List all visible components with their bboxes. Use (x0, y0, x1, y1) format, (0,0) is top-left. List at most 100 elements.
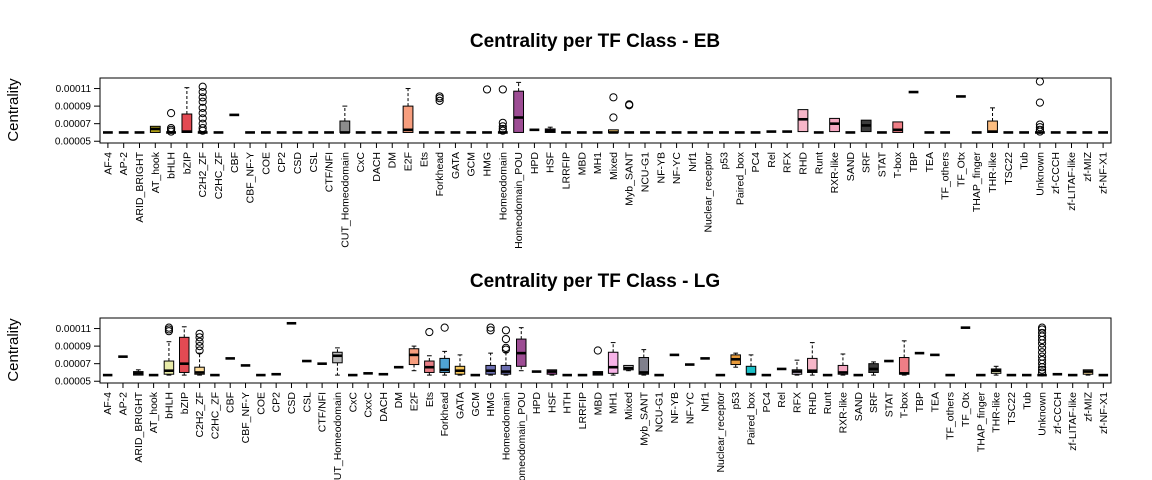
x-tick-label: THR-like (991, 392, 1003, 433)
box-cut-homeodomain (332, 347, 343, 376)
box-bzip (179, 326, 190, 376)
outlier-point (498, 85, 507, 94)
x-tick-label: STAT (883, 391, 895, 417)
box-bzip (181, 87, 193, 133)
outlier-point (609, 93, 618, 102)
x-tick-label: zf-LITAF-like (1067, 392, 1079, 451)
outlier-point (1037, 328, 1047, 338)
x-tick-label: RFX (782, 152, 794, 173)
x-tick-label: CBF_NF-Y (240, 392, 252, 443)
x-tick-label: RXR-like (829, 152, 841, 194)
x-tick-label: CUT_Homeodomain (332, 392, 344, 480)
x-tick-label: RHD (797, 152, 809, 175)
box-gata (454, 354, 466, 376)
x-tick-label: Forkhead (439, 392, 451, 437)
outlier-point (195, 333, 204, 342)
x-tick-label: CTF/NFI (317, 392, 329, 432)
x-tick-label: NF-YC (671, 152, 683, 184)
outlier-point (501, 334, 511, 344)
x-tick-label: STAT (876, 151, 888, 177)
x-tick-label: T-box (892, 151, 904, 178)
x-tick-label: GATA (450, 152, 462, 179)
box-bhlh (166, 109, 176, 136)
y-axis-label: Centrality (5, 78, 22, 142)
box-body (638, 357, 650, 375)
x-tick-label: E2F (409, 392, 421, 411)
outlier-point (440, 323, 449, 332)
x-tick-label: TEA (929, 392, 941, 412)
box-hsf (546, 369, 558, 376)
outlier-point (498, 118, 507, 127)
x-tick-label: zf-MIZ (1082, 151, 1094, 181)
x-tick-label: SAND (845, 152, 857, 182)
box-unknown (1035, 77, 1045, 136)
x-tick-label: DM (387, 152, 399, 168)
x-tick-label: TSC22 (1003, 152, 1015, 185)
box-thr-like (990, 365, 1002, 376)
x-tick-label: bZIP (181, 152, 193, 174)
x-tick-label: Forkhead (434, 152, 446, 197)
outlier-point (609, 113, 618, 122)
x-tick-label: HSF (546, 392, 558, 413)
box-body (402, 105, 414, 133)
box-body (829, 117, 840, 133)
x-tick-label: Unknown (1034, 152, 1046, 196)
x-tick-label: COE (255, 392, 267, 415)
x-tick-label: CP2 (271, 392, 283, 413)
box-mixed (623, 364, 634, 372)
x-tick-label: TF_Otx (960, 391, 972, 427)
box-homeodomain (497, 85, 508, 135)
box-c2h2-zf (194, 329, 205, 376)
y-tick-label: 0.00007 (55, 359, 92, 370)
x-tick-label: Nrf1 (687, 152, 699, 172)
x-tick-label: Homeodomain_POU (516, 392, 528, 480)
plot-frame (99, 317, 1112, 384)
box-e2f (408, 345, 420, 372)
box-forkhead (439, 323, 450, 376)
x-tick-label: HMG (482, 152, 494, 177)
x-tick-label: Nuclear_receptor (715, 392, 727, 473)
x-tick-label: CP2 (276, 152, 288, 173)
outlier-point (425, 327, 434, 337)
x-tick-label: RFX (791, 392, 803, 413)
box-body (163, 360, 175, 375)
x-tick-label: SRF (861, 152, 873, 173)
box-rhd (797, 109, 809, 133)
box-body (339, 120, 351, 133)
x-tick-label: AF-4 (102, 152, 114, 175)
x-tick-label: RXR-like (837, 392, 849, 434)
panel-eb: Centrality per TF Class - EB Centrality … (5, 31, 1112, 249)
x-tick-label: p53 (718, 152, 730, 170)
outlier-point (435, 92, 444, 101)
box-body (607, 351, 619, 374)
x-tick-label: GATA (454, 392, 466, 419)
box-rhd (807, 342, 818, 376)
x-tick-label: zf-NF-X1 (1098, 392, 1110, 434)
outlier-point (486, 326, 495, 335)
x-tick-label: Rel (766, 152, 778, 168)
box-body (513, 90, 525, 133)
outlier-point (1037, 368, 1047, 377)
x-tick-label: bHLH (166, 152, 178, 179)
outlier-point (166, 123, 176, 133)
y-tick-label: 0.00005 (55, 377, 92, 388)
x-tick-label: Nuclear_receptor (703, 152, 715, 233)
x-tick-label: NCU-G1 (654, 392, 666, 432)
box-forkhead (434, 92, 445, 134)
y-tick-label: 0.00009 (55, 342, 92, 353)
x-tick-label: Homeodomain (497, 152, 509, 220)
outlier-point (195, 337, 204, 346)
x-tick-label: Myb_SANT (638, 391, 650, 445)
box-mixed (608, 93, 619, 134)
box-paired-box (745, 354, 757, 376)
x-tick-label: DACH (378, 392, 390, 422)
box-body (439, 357, 450, 373)
outlier-point (198, 93, 207, 102)
x-tick-label: HPD (529, 152, 541, 175)
x-tick-label: TF_Otx (955, 151, 967, 187)
x-tick-label: SAND (853, 392, 865, 422)
box-body (837, 364, 849, 375)
box-mh1 (607, 342, 619, 376)
x-tick-label: TF_others (945, 392, 957, 440)
